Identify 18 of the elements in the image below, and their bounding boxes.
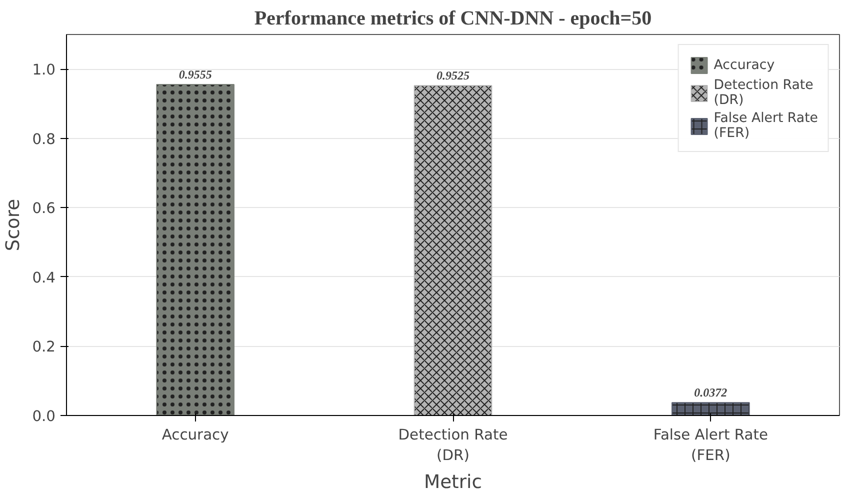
legend-label: Accuracy: [714, 58, 775, 72]
chart-title: Performance metrics of CNN-DNN - epoch=50: [254, 8, 652, 30]
x-tick-label: Detection Rate (DR): [398, 426, 508, 464]
y-tick-label: 0.8: [32, 130, 56, 148]
data-label: 0.0372: [694, 386, 728, 400]
x-tick-label: Accuracy: [162, 426, 230, 444]
y-tick-label: 1.0: [32, 62, 56, 79]
y-tick-label: 0.6: [32, 200, 56, 218]
y-axis-title: Score: [3, 198, 24, 252]
y-tick-label: 0.4: [32, 269, 56, 286]
legend-label: Detection Rate (DR): [714, 78, 814, 108]
y-tick-label: 0.0: [32, 408, 56, 425]
data-label: 0.9525: [436, 68, 470, 83]
legend-label: False Alert Rate (FER): [714, 111, 818, 141]
data-label: 0.9555: [178, 68, 212, 82]
y-tick-label: 0.2: [32, 338, 56, 356]
x-tick-label: False Alert Rate (FER): [653, 426, 768, 464]
x-axis-title: Metric: [424, 472, 482, 493]
